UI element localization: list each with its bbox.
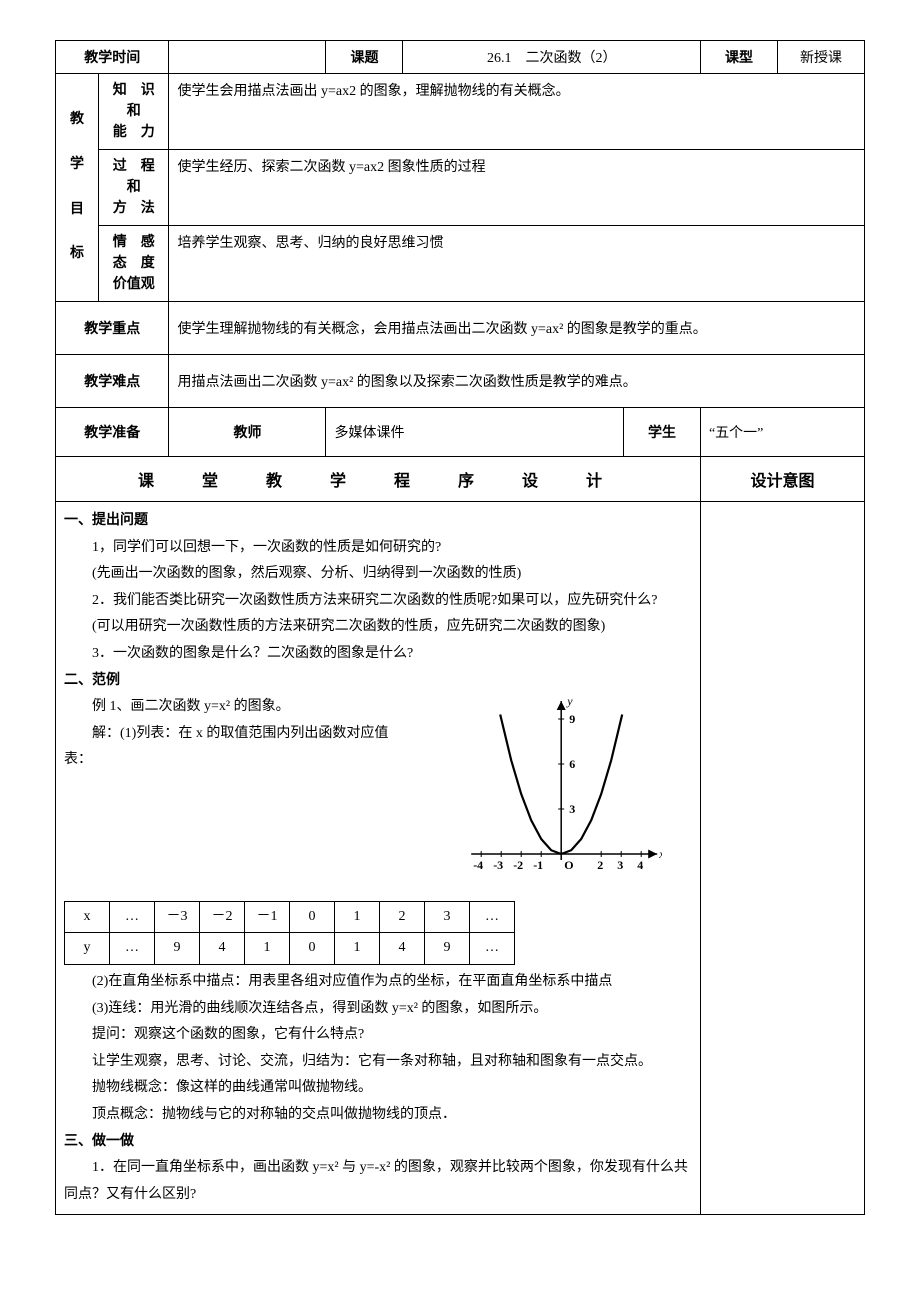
goals-label-text: 教学目标 xyxy=(70,112,84,261)
xy-cell: 0 xyxy=(290,933,335,965)
xy-cell: 0 xyxy=(290,901,335,933)
xy-cell: 2 xyxy=(380,901,425,933)
s3-line: 1．在同一直角坐标系中，画出函数 y=x² 与 y=-x² 的图象，观察并比较两… xyxy=(64,1155,692,1208)
svg-text:4: 4 xyxy=(637,858,643,872)
knowledge-value: 使学生会用描点法画出 y=ax2 的图象，理解抛物线的有关概念。 xyxy=(169,74,865,150)
keypoint-label: 教学重点 xyxy=(56,302,169,355)
xy-cell: 1 xyxy=(335,901,380,933)
svg-text:6: 6 xyxy=(569,757,575,771)
xy-cell: 1 xyxy=(335,933,380,965)
process-label: 过 程 和 方 法 xyxy=(99,150,169,226)
s2-line: 提问：观察这个函数的图象，它有什么特点? xyxy=(64,1022,692,1049)
xy-cell: －3 xyxy=(155,901,200,933)
intent-header: 设计意图 xyxy=(701,457,865,502)
s3-title: 三、做一做 xyxy=(64,1129,692,1156)
type-value: 新授课 xyxy=(778,41,865,74)
parabola-svg: xy-4-3-2-1O234369 xyxy=(452,694,662,884)
s1-line: 3．一次函数的图象是什么？二次函数的图象是什么? xyxy=(64,641,692,668)
xy-cell: －1 xyxy=(245,901,290,933)
time-label: 教学时间 xyxy=(56,41,169,74)
difficulty-value: 用描点法画出二次函数 y=ax² 的图象以及探索二次函数性质是教学的难点。 xyxy=(169,355,865,408)
svg-text:9: 9 xyxy=(569,712,575,726)
svg-text:-3: -3 xyxy=(493,858,503,872)
s1-title: 一、提出问题 xyxy=(64,508,692,535)
s1-line: 2．我们能否类比研究一次函数性质方法来研究二次函数的性质呢?如果可以，应先研究什… xyxy=(64,588,692,615)
xy-cell: … xyxy=(470,901,515,933)
svg-text:x: x xyxy=(658,847,662,861)
topic-label: 课题 xyxy=(326,41,403,74)
xy-cell: x xyxy=(65,901,110,933)
process-value: 使学生经历、探索二次函数 y=ax2 图象性质的过程 xyxy=(169,150,865,226)
svg-text:-2: -2 xyxy=(513,858,523,872)
svg-text:2: 2 xyxy=(597,858,603,872)
s2-line: (2)在直角坐标系中描点：用表里各组对应值作为点的坐标，在平面直角坐标系中描点 xyxy=(64,969,692,996)
time-value xyxy=(169,41,326,74)
svg-text:-4: -4 xyxy=(473,858,483,872)
xy-cell: 9 xyxy=(425,933,470,965)
xy-cell: 3 xyxy=(425,901,470,933)
teacher-label: 教师 xyxy=(169,408,326,457)
type-label: 课型 xyxy=(701,41,778,74)
difficulty-label: 教学难点 xyxy=(56,355,169,408)
s2-line: 抛物线概念：像这样的曲线通常叫做抛物线。 xyxy=(64,1075,692,1102)
s2-title: 二、范例 xyxy=(64,668,692,695)
parabola-chart: xy-4-3-2-1O234369 xyxy=(452,694,662,895)
svg-text:3: 3 xyxy=(569,802,575,816)
prepare-label: 教学准备 xyxy=(56,408,169,457)
teacher-value: 多媒体课件 xyxy=(326,408,623,457)
intent-content xyxy=(701,502,865,1215)
svg-text:y: y xyxy=(566,694,573,708)
goals-label: 教学目标 xyxy=(56,74,99,302)
program-content: 一、提出问题 1，同学们可以回想一下，一次函数的性质是如何研究的? (先画出一次… xyxy=(56,502,701,1215)
xy-cell: 9 xyxy=(155,933,200,965)
xy-cell: －2 xyxy=(200,901,245,933)
xy-cell: 4 xyxy=(200,933,245,965)
program-header: 课 堂 教 学 程 序 设 计 xyxy=(56,457,701,502)
s1-line: (可以用研究一次函数性质的方法来研究二次函数的性质，应先研究二次函数的图象) xyxy=(64,614,692,641)
keypoint-value: 使学生理解抛物线的有关概念，会用描点法画出二次函数 y=ax² 的图象是教学的重… xyxy=(169,302,865,355)
s2-line: (3)连线：用光滑的曲线顺次连结各点，得到函数 y=x² 的图象，如图所示。 xyxy=(64,996,692,1023)
attitude-label: 情 感 态 度 价值观 xyxy=(99,226,169,302)
xy-cell: … xyxy=(470,933,515,965)
svg-text:O: O xyxy=(564,858,573,872)
topic-value: 26.1 二次函数（2） xyxy=(403,41,701,74)
xy-cell: 4 xyxy=(380,933,425,965)
attitude-value: 培养学生观察、思考、归纳的良好思维习惯 xyxy=(169,226,865,302)
xy-cell: 1 xyxy=(245,933,290,965)
student-value: “五个一” xyxy=(700,408,864,457)
s2-line: 顶点概念：抛物线与它的对称轴的交点叫做抛物线的顶点． xyxy=(64,1102,692,1129)
student-label: 学生 xyxy=(623,408,700,457)
svg-text:3: 3 xyxy=(617,858,623,872)
s1-line: (先画出一次函数的图象，然后观察、分析、归纳得到一次函数的性质) xyxy=(64,561,692,588)
xy-cell: … xyxy=(110,933,155,965)
lesson-plan-table: 教学时间 课题 26.1 二次函数（2） 课型 新授课 教学目标 知 识 和 能… xyxy=(55,40,865,1215)
svg-text:-1: -1 xyxy=(533,858,543,872)
knowledge-label: 知 识 和 能 力 xyxy=(99,74,169,150)
s2-line: 让学生观察，思考、讨论、交流，归结为：它有一条对称轴，且对称轴和图象有一点交点。 xyxy=(64,1049,692,1076)
s1-line: 1，同学们可以回想一下，一次函数的性质是如何研究的? xyxy=(64,535,692,562)
xy-table: x…－3－2－10123… y…9410149… xyxy=(64,901,515,965)
xy-cell: y xyxy=(65,933,110,965)
xy-cell: … xyxy=(110,901,155,933)
